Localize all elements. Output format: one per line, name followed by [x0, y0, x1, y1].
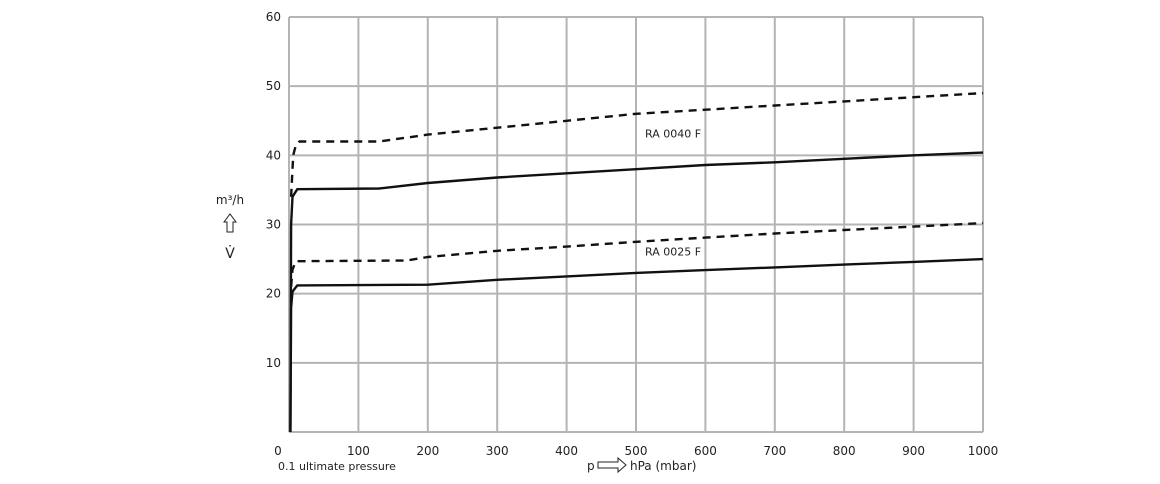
y-tick-label: 50	[266, 79, 281, 93]
y-tick-label: 30	[266, 218, 281, 232]
x-tick-label: 1000	[968, 444, 999, 458]
x-tick-label: 0	[274, 444, 282, 458]
y-axis-symbol: V̇	[225, 245, 235, 262]
up-arrow-icon	[223, 213, 237, 233]
right-arrow-icon	[597, 456, 627, 474]
y-tick-label: 20	[266, 287, 281, 301]
x-tick-label: 600	[694, 444, 717, 458]
annotations: RA 0040 F RA 0025 F	[645, 127, 701, 258]
curve-label: RA 0025 F	[645, 246, 701, 259]
y-tick-label: 60	[266, 10, 281, 24]
x-tick-label: 800	[833, 444, 856, 458]
x-tick-label: 500	[625, 444, 648, 458]
x-axis-prefix: p	[587, 459, 595, 473]
x-note: 0.1 ultimate pressure	[278, 460, 396, 473]
x-tick-label: 200	[416, 444, 439, 458]
x-tick-label: 300	[486, 444, 509, 458]
curves	[289, 91, 984, 433]
series-ra0040-solid	[289, 151, 984, 433]
tick-labels: 0 100 200 300 400 500 600 700 800 900 1000 10 20 30 40…	[266, 10, 999, 458]
x-axis-label: hPa (mbar)	[630, 459, 696, 473]
series-ra0025-solid	[289, 257, 984, 433]
y-tick-label: 40	[266, 148, 281, 162]
x-tick-label: 900	[902, 444, 925, 458]
x-tick-label: 100	[347, 444, 370, 458]
x-tick-label: 700	[763, 444, 786, 458]
series-ra0025-dashed	[289, 221, 984, 287]
series-ra0040-dashed	[289, 91, 984, 197]
grid	[288, 16, 984, 433]
y-tick-label: 10	[266, 356, 281, 370]
x-tick-label: 400	[555, 444, 578, 458]
y-axis-unit: m³/h	[216, 193, 244, 207]
curve-label: RA 0040 F	[645, 127, 701, 140]
